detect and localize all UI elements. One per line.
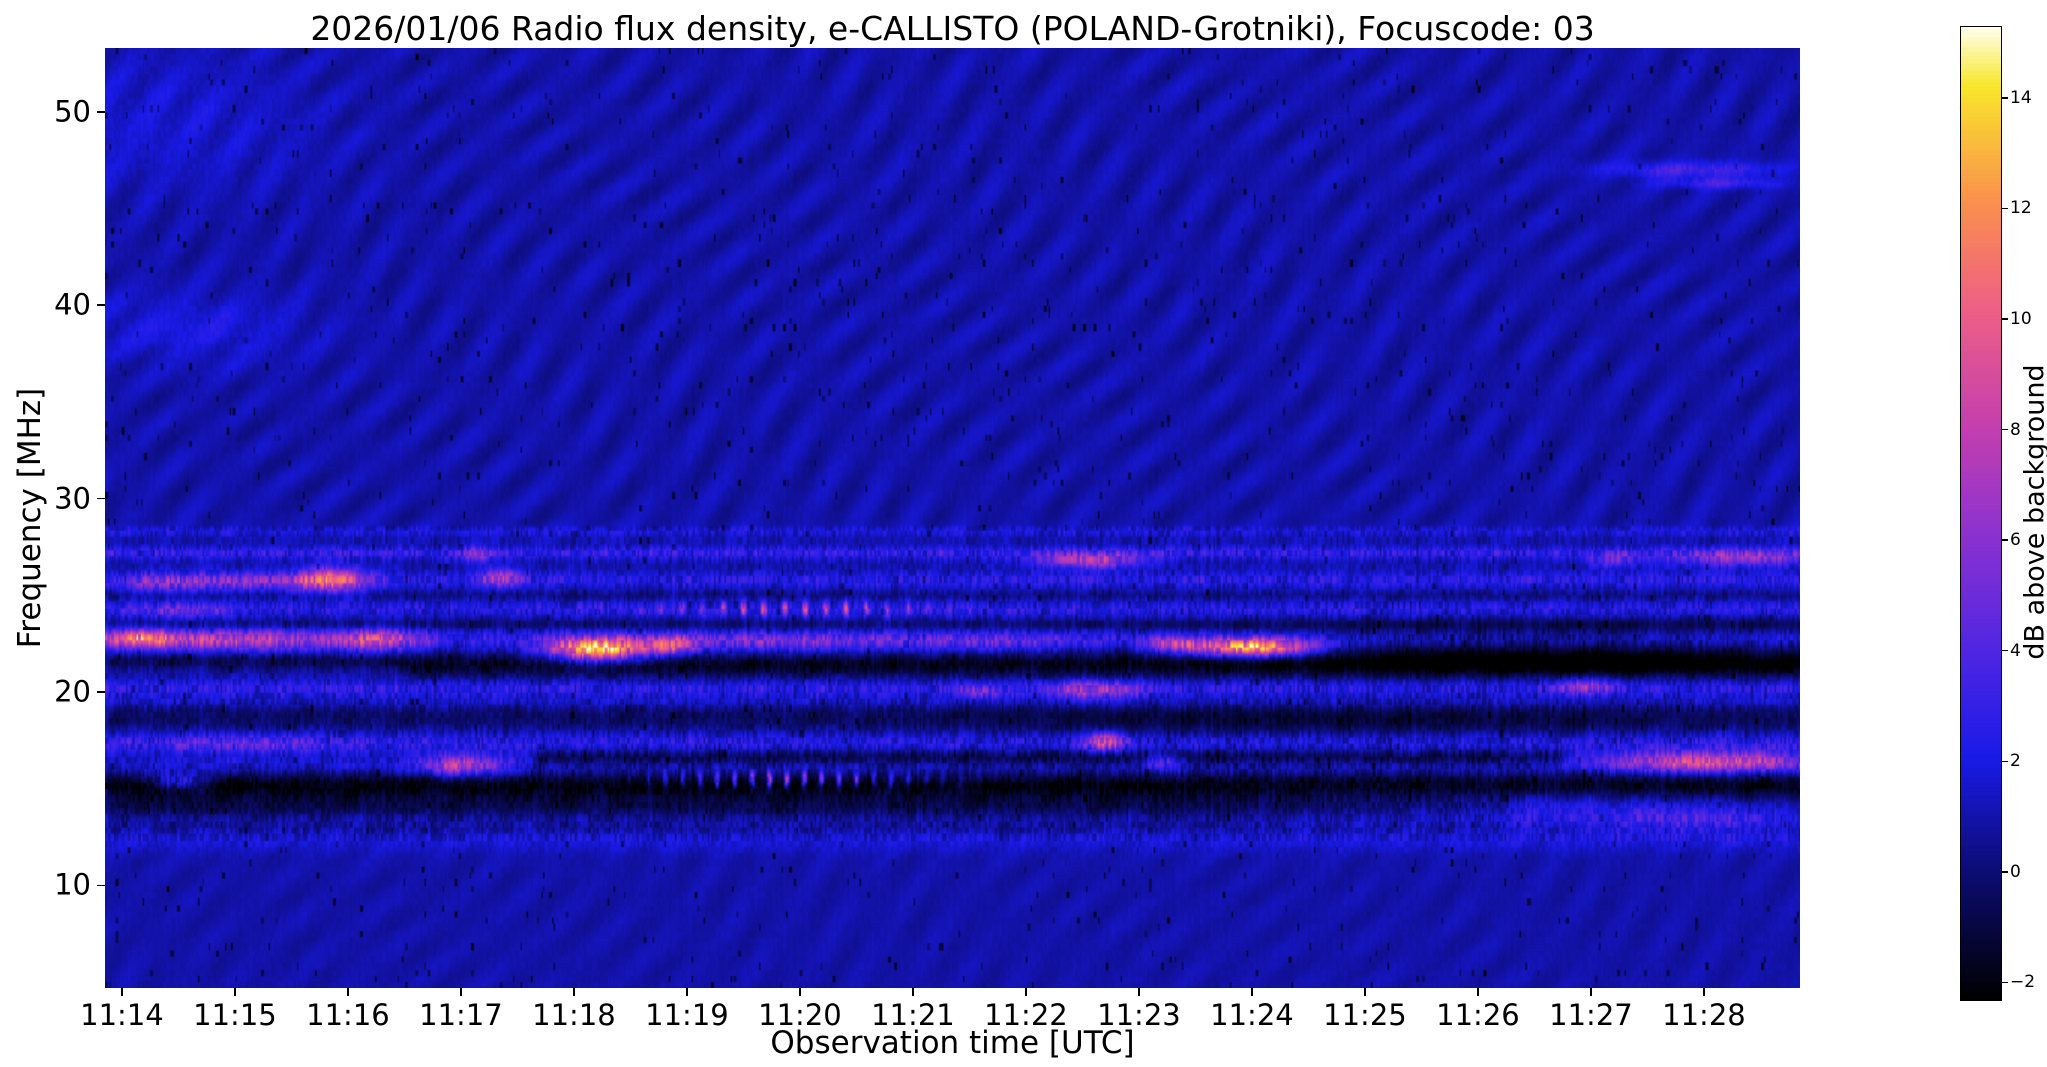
x-tick-label: 11:14	[80, 998, 164, 1032]
y-tick-mark	[97, 884, 105, 887]
y-tick-mark	[97, 497, 105, 500]
colorbar-tick-label: 12	[2010, 198, 2032, 219]
colorbar-tick-label: 0	[2010, 861, 2021, 882]
x-tick-mark	[460, 988, 462, 996]
y-tick-mark	[97, 111, 105, 113]
y-tick-mark	[97, 304, 105, 307]
y-tick-label: 10	[54, 867, 91, 902]
colorbar-label: dB above background	[2019, 364, 2047, 660]
colorbar-tick-mark	[2001, 760, 2008, 762]
x-tick-label: 11:20	[758, 998, 842, 1032]
y-tick-mark	[97, 691, 105, 693]
x-tick-label: 11:15	[193, 998, 277, 1032]
x-tick-label: 11:28	[1662, 998, 1746, 1032]
x-tick-mark	[121, 988, 123, 996]
x-tick-label: 11:26	[1436, 998, 1520, 1032]
colorbar-tick-label: 14	[2010, 87, 2032, 108]
x-axis-label: Observation time [UTC]	[770, 1025, 1135, 1061]
x-tick-mark	[686, 988, 688, 996]
colorbar-tick-label: 6	[2010, 530, 2021, 551]
colorbar-tick-mark	[2001, 428, 2008, 431]
x-tick-mark	[799, 988, 801, 996]
x-tick-label: 11:25	[1323, 998, 1407, 1032]
y-tick-label: 40	[54, 287, 91, 322]
x-tick-mark	[573, 988, 575, 996]
colorbar-tick-label: −2	[2010, 972, 2036, 993]
y-tick-label: 30	[54, 480, 91, 515]
x-tick-mark	[1251, 988, 1253, 996]
x-tick-mark	[347, 988, 349, 996]
x-tick-label: 11:17	[419, 998, 503, 1032]
x-tick-label: 11:21	[871, 998, 955, 1032]
colorbar-tick-mark	[2001, 539, 2008, 541]
x-tick-label: 11:16	[306, 998, 390, 1032]
colorbar-canvas	[1960, 26, 2002, 1001]
colorbar-tick-mark	[2001, 207, 2008, 210]
x-tick-label: 11:19	[645, 998, 729, 1032]
y-tick-label: 50	[54, 94, 91, 129]
x-tick-mark	[1364, 988, 1366, 996]
x-tick-mark	[1477, 988, 1479, 996]
x-tick-mark	[1138, 988, 1140, 996]
colorbar-tick-label: 4	[2010, 640, 2021, 661]
colorbar-tick-label: 10	[2010, 309, 2032, 329]
y-axis-label: Frequency [MHz]	[12, 387, 48, 649]
colorbar-tick-label: 8	[2010, 419, 2021, 440]
x-tick-mark	[234, 988, 236, 996]
colorbar-tick-mark	[2001, 981, 2008, 984]
x-tick-label: 11:18	[532, 998, 616, 1032]
colorbar-tick-mark	[2001, 871, 2008, 873]
colorbar-tick-mark	[2001, 650, 2008, 652]
x-tick-label: 11:27	[1549, 998, 1633, 1032]
x-tick-mark	[1590, 988, 1592, 996]
colorbar-tick-label: 2	[2010, 751, 2021, 772]
chart-title: 2026/01/06 Radio flux density, e-CALLIST…	[310, 9, 1595, 48]
x-tick-label: 11:24	[1210, 998, 1294, 1032]
x-tick-mark	[912, 988, 914, 996]
x-tick-label: 11:22	[984, 998, 1068, 1032]
colorbar-tick-mark	[2001, 97, 2008, 99]
x-tick-label: 11:23	[1097, 998, 1181, 1032]
x-tick-mark	[1025, 988, 1027, 996]
spectrogram-canvas	[105, 48, 1800, 988]
colorbar-tick-mark	[2001, 318, 2008, 320]
y-tick-label: 20	[54, 674, 91, 709]
x-tick-mark	[1703, 988, 1705, 996]
